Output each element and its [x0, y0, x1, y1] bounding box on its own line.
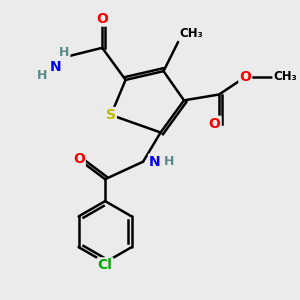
Text: O: O	[239, 70, 251, 84]
Text: S: S	[106, 108, 116, 122]
Text: N: N	[149, 155, 160, 169]
Text: CH₃: CH₃	[180, 28, 203, 40]
Text: O: O	[96, 12, 108, 26]
Text: H: H	[37, 69, 47, 82]
Text: H: H	[164, 155, 175, 168]
Text: O: O	[209, 117, 220, 131]
Text: CH₃: CH₃	[273, 70, 297, 83]
Text: O: O	[73, 152, 85, 166]
Text: H: H	[59, 46, 69, 59]
Text: Cl: Cl	[98, 258, 112, 272]
Text: N: N	[50, 60, 61, 74]
